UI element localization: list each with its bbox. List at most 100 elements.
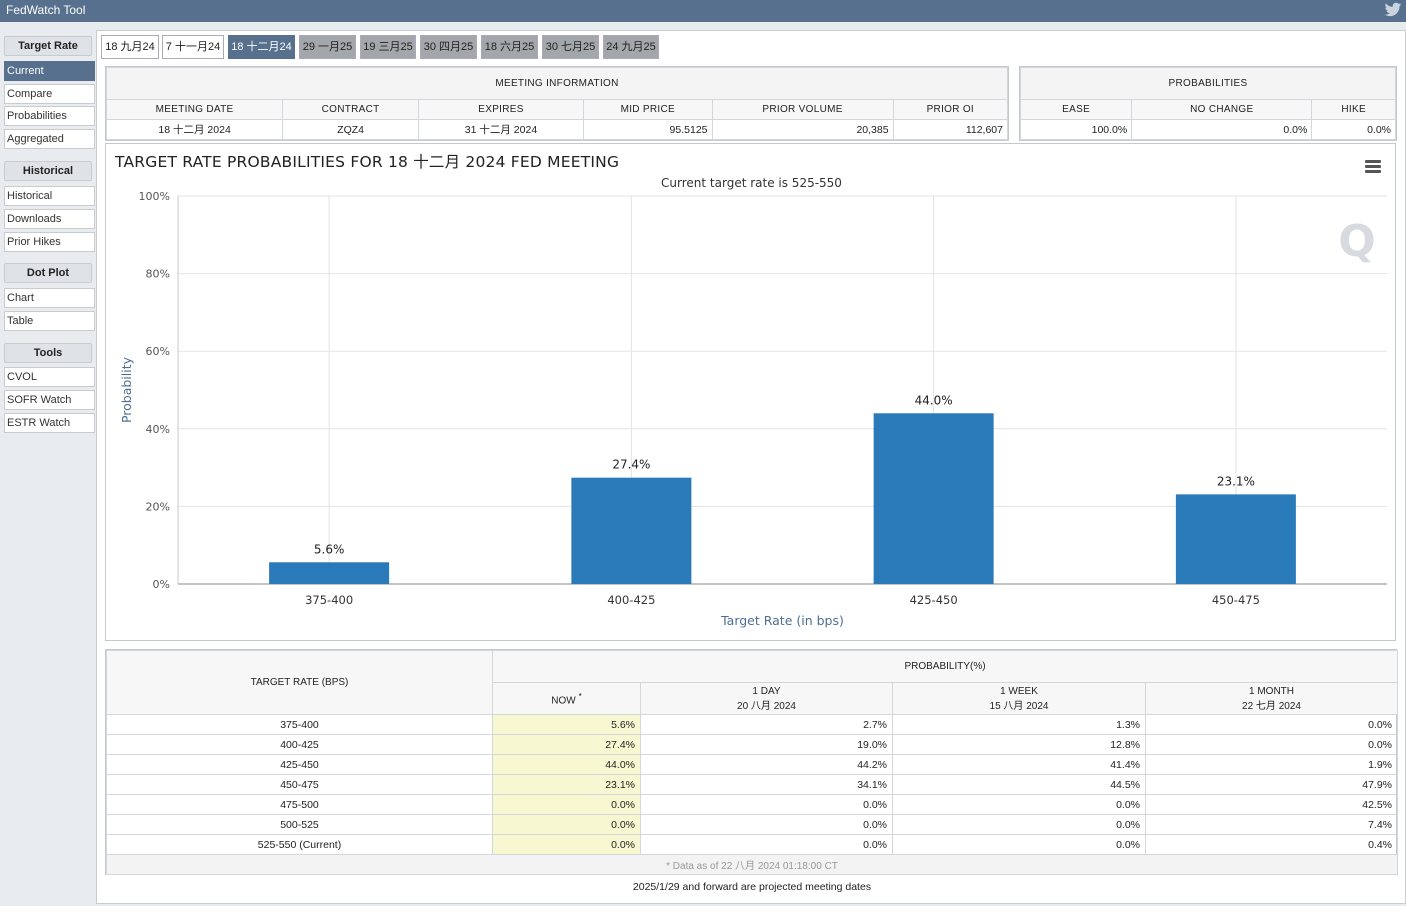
bar-425-450 <box>873 413 994 584</box>
x-tick-label: 375-400 <box>305 593 353 607</box>
sidebar-item-chart[interactable]: Chart <box>4 288 95 308</box>
expires-value: 31 十二月 2024 <box>417 119 585 140</box>
sidebar: Target Rate Current Compare Probabilitie… <box>0 26 96 904</box>
target-rate-cell: 400-425 <box>106 734 493 755</box>
app-title: FedWatch Tool <box>6 3 86 17</box>
header-1-week-label: 1 WEEK <box>1000 685 1038 697</box>
y-tick-label: 20% <box>146 500 170 513</box>
probability-table-body: 375-400 5.6% 2.7% 1.3% 0.0% 400-425 27.4% 19.0%… <box>106 714 1399 855</box>
tab-meeting-5[interactable]: 19 三月25 <box>360 35 416 59</box>
twitter-icon[interactable] <box>1384 2 1402 18</box>
tab-meeting-7[interactable]: 18 六月25 <box>481 35 538 59</box>
header-ease: EASE <box>1019 99 1133 120</box>
bar-data-label: 23.1% <box>1217 474 1255 488</box>
sidebar-item-historical[interactable]: Historical <box>4 186 95 206</box>
sidebar-item-prior-hikes[interactable]: Prior Hikes <box>4 232 95 252</box>
header-now: NOW * <box>492 682 641 715</box>
sidebar-section-historical[interactable]: Historical <box>4 161 92 181</box>
chart-title: TARGET RATE PROBABILITIES FOR 18 十二月 202… <box>115 153 620 171</box>
contract-value: ZQZ4 <box>282 119 419 140</box>
x-axis-title: Target Rate (in bps) <box>720 613 844 628</box>
x-tick-label: 400-425 <box>607 593 655 607</box>
sidebar-item-probabilities[interactable]: Probabilities <box>4 106 95 126</box>
sidebar-section-target-rate[interactable]: Target Rate <box>4 36 92 56</box>
sidebar-item-cvol[interactable]: CVOL <box>4 367 95 387</box>
target-rate-cell: 425-450 <box>106 754 493 775</box>
bar-data-label: 44.0% <box>915 393 953 407</box>
sidebar-section-tools[interactable]: Tools <box>4 343 92 363</box>
now-cell: 44.0% <box>492 754 641 775</box>
now-cell: 0.0% <box>492 794 641 815</box>
sidebar-item-aggregated[interactable]: Aggregated <box>4 129 95 149</box>
header-1-day-label: 1 DAY <box>752 685 781 697</box>
header-1-day-date: 20 八月 2024 <box>737 700 796 712</box>
bar-data-label: 5.6% <box>314 542 345 556</box>
probabilities-panel: PROBABILITIES EASE NO CHANGE HIKE 100.0%… <box>1019 66 1397 141</box>
one-day-cell: 44.2% <box>640 754 893 775</box>
header-1-month: 1 MONTH 22 七月 2024 <box>1144 682 1399 715</box>
prior-oi-value: 112,607 <box>892 119 1009 140</box>
now-cell: 27.4% <box>492 734 641 755</box>
sidebar-item-table[interactable]: Table <box>4 311 95 331</box>
tab-meeting-4[interactable]: 29 一月25 <box>299 35 356 59</box>
sidebar-section-dot-plot[interactable]: Dot Plot <box>4 263 92 283</box>
header-1-month-label: 1 MONTH <box>1249 685 1294 697</box>
sidebar-item-downloads[interactable]: Downloads <box>4 209 95 229</box>
header-prior-oi: PRIOR OI <box>892 99 1009 120</box>
now-cell: 0.0% <box>492 814 641 835</box>
chart-menu-icon[interactable] <box>1365 160 1381 174</box>
bar-data-label: 27.4% <box>612 458 650 472</box>
tab-meeting-2[interactable]: 7 十一月24 <box>162 35 224 59</box>
sidebar-item-sofr-watch[interactable]: SOFR Watch <box>4 390 95 410</box>
x-tick-label: 425-450 <box>910 593 958 607</box>
title-bar: FedWatch Tool <box>0 0 1406 22</box>
sidebar-item-estr-watch[interactable]: ESTR Watch <box>4 413 95 433</box>
one-month-cell: 0.4% <box>1144 834 1399 855</box>
table-row: 450-475 23.1% 34.1% 44.5% 47.9% <box>106 774 1399 795</box>
y-axis-title: Probability <box>119 356 134 423</box>
ease-value: 100.0% <box>1019 119 1133 140</box>
prior-volume-value: 20,385 <box>711 119 894 140</box>
tab-meeting-3[interactable]: 18 十二月24 <box>228 35 295 59</box>
bar-chart: Q 0% 20% 40% 60% 80% 100% 5.6% 375-400 27.4% 400-4… <box>119 190 1387 628</box>
tab-meeting-6[interactable]: 30 四月25 <box>420 35 477 59</box>
probabilities-caption: PROBABILITIES <box>1020 67 1396 100</box>
x-tick-label: 450-475 <box>1212 593 1260 607</box>
header-now-label: NOW <box>551 695 576 707</box>
header-target-rate: TARGET RATE (BPS) <box>106 650 493 715</box>
meeting-info-panel: MEETING INFORMATION MEETING DATE CONTRAC… <box>105 66 1009 141</box>
target-rate-cell: 375-400 <box>106 714 493 735</box>
y-tick-label: 100% <box>139 190 170 203</box>
meeting-date-value: 18 十二月 2024 <box>105 119 284 140</box>
watermark-logo: Q <box>1338 216 1375 267</box>
target-rate-cell: 500-525 <box>106 814 493 835</box>
chart-subtitle: Current target rate is 525-550 <box>661 176 842 190</box>
bar-450-475 <box>1175 494 1296 584</box>
table-row: 425-450 44.0% 44.2% 41.4% 1.9% <box>106 754 1399 775</box>
header-1-day: 1 DAY 20 八月 2024 <box>640 682 893 715</box>
bar-400-425 <box>571 477 692 584</box>
sidebar-item-compare[interactable]: Compare <box>4 84 95 104</box>
one-week-cell: 41.4% <box>892 754 1146 775</box>
table-row: 400-425 27.4% 19.0% 12.8% 0.0% <box>106 734 1399 755</box>
one-day-cell: 0.0% <box>640 794 893 815</box>
now-cell: 23.1% <box>492 774 641 795</box>
one-week-cell: 0.0% <box>892 794 1146 815</box>
header-probability-group: PROBABILITY(%) <box>491 650 1399 683</box>
one-month-cell: 7.4% <box>1144 814 1399 835</box>
tab-meeting-9[interactable]: 24 九月25 <box>603 35 659 59</box>
chart-panel: TARGET RATE PROBABILITIES FOR 18 十二月 202… <box>105 143 1396 641</box>
one-month-cell: 47.9% <box>1144 774 1399 795</box>
header-hike: HIKE <box>1311 99 1396 120</box>
y-tick-label: 0% <box>153 578 170 591</box>
main-content: 18 九月24 7 十一月24 18 十二月24 29 一月25 19 三月25… <box>96 30 1406 904</box>
sidebar-item-current[interactable]: Current <box>4 61 95 81</box>
tab-meeting-8[interactable]: 30 七月25 <box>542 35 599 59</box>
table-row: 475-500 0.0% 0.0% 0.0% 42.5% <box>106 794 1399 815</box>
header-expires: EXPIRES <box>417 99 585 120</box>
tab-meeting-1[interactable]: 18 九月24 <box>101 35 159 59</box>
now-footnote-mark: * <box>578 690 582 701</box>
one-week-cell: 0.0% <box>892 834 1146 855</box>
data-timestamp-note: * Data as of 22 八月 2024 01:18:00 CT <box>105 854 1399 875</box>
header-no-change: NO CHANGE <box>1131 99 1313 120</box>
